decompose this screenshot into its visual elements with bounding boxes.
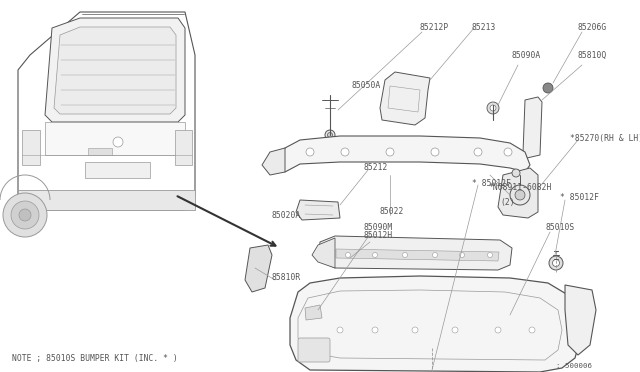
Polygon shape	[312, 238, 335, 268]
Circle shape	[372, 253, 378, 257]
Polygon shape	[45, 18, 185, 122]
Circle shape	[372, 327, 378, 333]
Polygon shape	[18, 190, 195, 210]
Text: 85022: 85022	[380, 208, 404, 217]
Text: *85270(RH & LH): *85270(RH & LH)	[570, 134, 640, 142]
Circle shape	[487, 102, 499, 114]
Text: 85810Q: 85810Q	[578, 51, 607, 60]
Circle shape	[474, 148, 482, 156]
Polygon shape	[278, 136, 530, 172]
Circle shape	[433, 253, 438, 257]
Polygon shape	[85, 162, 150, 178]
Text: 85012H: 85012H	[364, 231, 393, 241]
Text: 85212: 85212	[364, 164, 388, 173]
Text: 85810R: 85810R	[272, 273, 301, 282]
Circle shape	[412, 327, 418, 333]
Text: 85090M: 85090M	[364, 224, 393, 232]
Text: * 85012F: * 85012F	[472, 179, 511, 187]
Text: 85020A: 85020A	[272, 211, 301, 219]
Circle shape	[488, 253, 493, 257]
Circle shape	[549, 256, 563, 270]
Circle shape	[306, 148, 314, 156]
Circle shape	[504, 148, 512, 156]
Circle shape	[543, 83, 553, 93]
Polygon shape	[262, 148, 285, 175]
Circle shape	[512, 169, 520, 177]
Circle shape	[3, 193, 47, 237]
Circle shape	[515, 190, 525, 200]
Polygon shape	[380, 72, 430, 125]
Polygon shape	[45, 122, 185, 155]
Circle shape	[113, 137, 123, 147]
Polygon shape	[290, 276, 580, 372]
Polygon shape	[245, 245, 272, 292]
Circle shape	[341, 148, 349, 156]
Circle shape	[529, 327, 535, 333]
Polygon shape	[565, 285, 596, 355]
Polygon shape	[18, 12, 195, 210]
Polygon shape	[336, 249, 499, 261]
Circle shape	[19, 209, 31, 221]
Text: 85212P: 85212P	[420, 23, 449, 32]
Text: * 85012F: * 85012F	[560, 193, 599, 202]
Circle shape	[325, 130, 335, 140]
Polygon shape	[305, 305, 322, 320]
Circle shape	[328, 132, 333, 138]
Polygon shape	[22, 130, 40, 165]
Text: 85010S: 85010S	[545, 224, 574, 232]
Circle shape	[552, 260, 559, 266]
Text: NOTE ; 85010S BUMPER KIT (INC. * ): NOTE ; 85010S BUMPER KIT (INC. * )	[12, 353, 178, 362]
Circle shape	[346, 253, 351, 257]
Text: : 500006: : 500006	[556, 363, 592, 369]
Circle shape	[490, 105, 496, 111]
Polygon shape	[523, 97, 542, 158]
Polygon shape	[88, 148, 112, 155]
Circle shape	[452, 327, 458, 333]
Polygon shape	[498, 168, 538, 218]
Text: *N08911-6082H: *N08911-6082H	[488, 183, 552, 192]
Text: (2): (2)	[500, 198, 515, 206]
Text: 85090A: 85090A	[512, 51, 541, 60]
Polygon shape	[54, 27, 176, 114]
Circle shape	[510, 185, 530, 205]
Text: 85213: 85213	[472, 23, 497, 32]
Polygon shape	[175, 130, 192, 165]
Circle shape	[403, 253, 408, 257]
Circle shape	[460, 253, 465, 257]
Circle shape	[386, 148, 394, 156]
FancyBboxPatch shape	[298, 338, 330, 362]
Circle shape	[337, 327, 343, 333]
Polygon shape	[318, 236, 512, 270]
Circle shape	[495, 327, 501, 333]
Circle shape	[11, 201, 39, 229]
Polygon shape	[296, 200, 340, 220]
Circle shape	[431, 148, 439, 156]
Text: 85050A: 85050A	[352, 80, 381, 90]
Text: 85206G: 85206G	[578, 23, 607, 32]
